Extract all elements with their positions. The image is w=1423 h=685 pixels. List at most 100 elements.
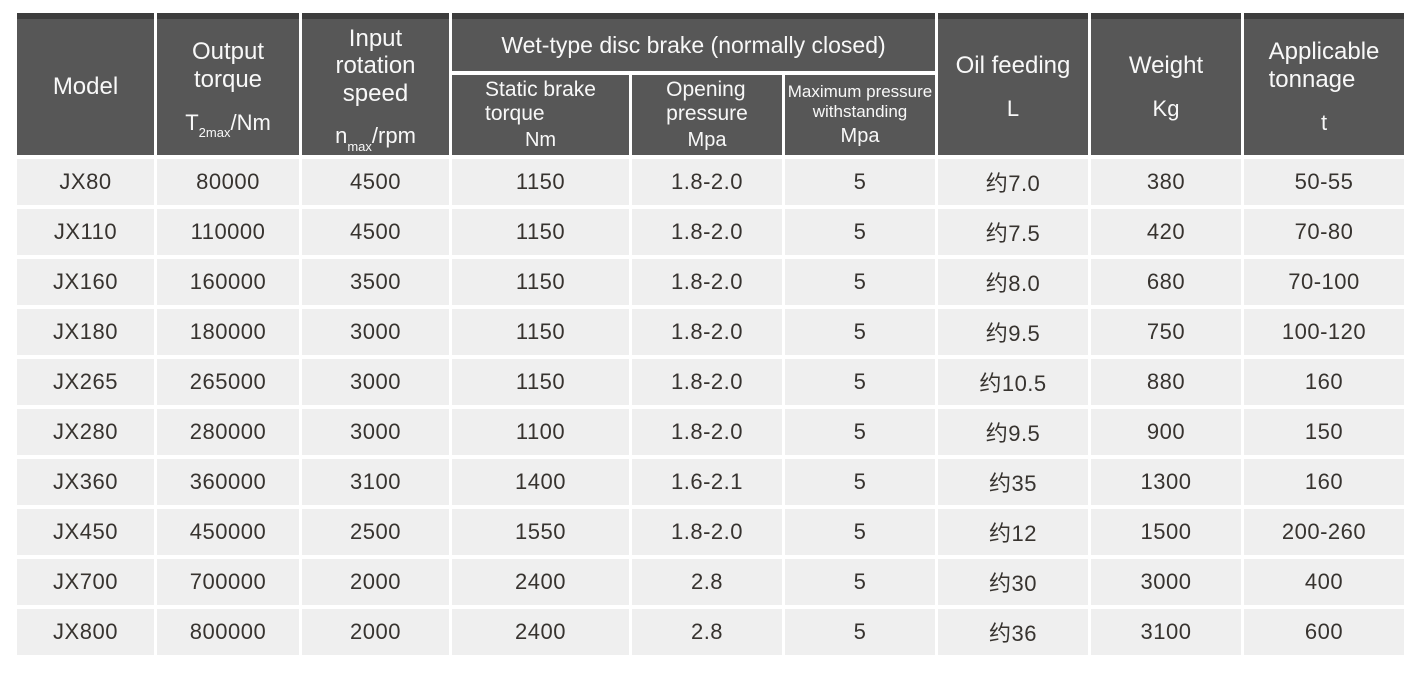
weight-unit: Kg bbox=[1152, 95, 1180, 121]
cell-opening-pressure: 1.6-2.1 bbox=[632, 459, 782, 505]
cell-output-torque: 280000 bbox=[157, 409, 299, 455]
cell-output-torque: 800000 bbox=[157, 609, 299, 655]
cell-input-rotation-speed: 3000 bbox=[302, 359, 449, 405]
cell-static-brake-torque: 1400 bbox=[452, 459, 629, 505]
cell-input-rotation-speed: 4500 bbox=[302, 159, 449, 205]
col-header-oil-feeding: Oil feeding L bbox=[938, 13, 1088, 155]
cell-applicable-tonnage: 100-120 bbox=[1244, 309, 1404, 355]
cell-applicable-tonnage: 160 bbox=[1244, 459, 1404, 505]
cell-max-pressure-withstanding: 5 bbox=[785, 209, 935, 255]
cell-weight: 3100 bbox=[1091, 609, 1241, 655]
cell-max-pressure-withstanding: 5 bbox=[785, 409, 935, 455]
cell-opening-pressure: 2.8 bbox=[632, 609, 782, 655]
table-row: JX180 180000 3000 1150 1.8-2.0 5 约9.5 750 100-12… bbox=[17, 309, 1404, 355]
output-torque-unit: T2max/Nm bbox=[157, 109, 299, 139]
cell-input-rotation-speed: 2000 bbox=[302, 609, 449, 655]
cell-output-torque: 80000 bbox=[157, 159, 299, 205]
cell-static-brake-torque: 1550 bbox=[452, 509, 629, 555]
cell-opening-pressure: 1.8-2.0 bbox=[632, 359, 782, 405]
cell-output-torque: 360000 bbox=[157, 459, 299, 505]
cell-input-rotation-speed: 3100 bbox=[302, 459, 449, 505]
cell-static-brake-torque: 2400 bbox=[452, 559, 629, 605]
cell-opening-pressure: 1.8-2.0 bbox=[632, 259, 782, 305]
cell-oil-feeding: 约36 bbox=[938, 609, 1088, 655]
input-speed-unit: nmax/rpm bbox=[302, 123, 449, 152]
cell-oil-feeding: 约10.5 bbox=[938, 359, 1088, 405]
output-torque-label: Output torque bbox=[191, 38, 265, 93]
col-header-output-torque: Output torque T2max/Nm bbox=[157, 13, 299, 155]
cell-max-pressure-withstanding: 5 bbox=[785, 509, 935, 555]
cell-oil-feeding: 约7.5 bbox=[938, 209, 1088, 255]
cell-static-brake-torque: 1150 bbox=[452, 309, 629, 355]
col-header-static-brake-torque: Static brake torque Nm bbox=[452, 75, 629, 155]
cell-applicable-tonnage: 600 bbox=[1244, 609, 1404, 655]
table-row: JX360 360000 3100 1400 1.6-2.1 5 约35 1300 160 bbox=[17, 459, 1404, 505]
cell-oil-feeding: 约7.0 bbox=[938, 159, 1088, 205]
cell-applicable-tonnage: 50-55 bbox=[1244, 159, 1404, 205]
static-brake-label: Static brake torque bbox=[452, 78, 629, 125]
cell-oil-feeding: 约8.0 bbox=[938, 259, 1088, 305]
cell-max-pressure-withstanding: 5 bbox=[785, 259, 935, 305]
cell-applicable-tonnage: 70-100 bbox=[1244, 259, 1404, 305]
cell-input-rotation-speed: 2500 bbox=[302, 509, 449, 555]
cell-static-brake-torque: 2400 bbox=[452, 609, 629, 655]
cell-opening-pressure: 1.8-2.0 bbox=[632, 209, 782, 255]
cell-output-torque: 700000 bbox=[157, 559, 299, 605]
cell-output-torque: 160000 bbox=[157, 259, 299, 305]
static-brake-label-text: Static brake torque bbox=[485, 78, 596, 125]
col-header-weight: Weight Kg bbox=[1091, 13, 1241, 155]
table-row: JX160 160000 3500 1150 1.8-2.0 5 约8.0 680 70-100 bbox=[17, 259, 1404, 305]
tonnage-unit: t bbox=[1320, 109, 1328, 135]
cell-input-rotation-speed: 3000 bbox=[302, 409, 449, 455]
tonnage-label-text: Applicable tonnage bbox=[1268, 38, 1380, 93]
cell-weight: 1300 bbox=[1091, 459, 1241, 505]
cell-output-torque: 110000 bbox=[157, 209, 299, 255]
cell-max-pressure-withstanding: 5 bbox=[785, 609, 935, 655]
cell-model: JX700 bbox=[17, 559, 154, 605]
cell-max-pressure-withstanding: 5 bbox=[785, 159, 935, 205]
cell-model: JX180 bbox=[17, 309, 154, 355]
table-body: JX80 80000 4500 1150 1.8-2.0 5 约7.0 380 50-55 JX1… bbox=[17, 159, 1404, 655]
col-header-max-pressure-withstanding: Maximum pressure withstanding Mpa bbox=[785, 75, 935, 155]
table-row: JX800 800000 2000 2400 2.8 5 约36 3100 600 bbox=[17, 609, 1404, 655]
table-row: JX700 700000 2000 2400 2.8 5 约30 3000 400 bbox=[17, 559, 1404, 605]
unit-tail: /rpm bbox=[371, 123, 416, 149]
cell-weight: 900 bbox=[1091, 409, 1241, 455]
weight-label: Weight bbox=[1128, 52, 1204, 80]
cell-applicable-tonnage: 160 bbox=[1244, 359, 1404, 405]
cell-applicable-tonnage: 400 bbox=[1244, 559, 1404, 605]
cell-oil-feeding: 约35 bbox=[938, 459, 1088, 505]
cell-model: JX265 bbox=[17, 359, 154, 405]
table-row: JX110 110000 4500 1150 1.8-2.0 5 约7.5 420 70-80 bbox=[17, 209, 1404, 255]
unit-tail: /Nm bbox=[230, 109, 271, 135]
cell-weight: 680 bbox=[1091, 259, 1241, 305]
cell-weight: 750 bbox=[1091, 309, 1241, 355]
cell-weight: 380 bbox=[1091, 159, 1241, 205]
cell-model: JX160 bbox=[17, 259, 154, 305]
unit-subscript: max bbox=[347, 138, 372, 154]
cell-max-pressure-withstanding: 5 bbox=[785, 359, 935, 405]
cell-opening-pressure: 2.8 bbox=[632, 559, 782, 605]
unit-symbol: n bbox=[335, 123, 348, 149]
max-pressure-label: Maximum pressure withstanding bbox=[787, 81, 933, 121]
col-header-applicable-tonnage: Applicable tonnage t bbox=[1244, 13, 1404, 155]
table-row: JX265 265000 3000 1150 1.8-2.0 5 约10.5 880 160 bbox=[17, 359, 1404, 405]
col-header-input-rotation-speed: Input rotation speed nmax/rpm bbox=[302, 13, 449, 155]
table-row: JX450 450000 2500 1550 1.8-2.0 5 约12 1500 200-26… bbox=[17, 509, 1404, 555]
cell-static-brake-torque: 1150 bbox=[452, 359, 629, 405]
cell-applicable-tonnage: 70-80 bbox=[1244, 209, 1404, 255]
col-header-model: Model bbox=[17, 13, 154, 155]
cell-input-rotation-speed: 3000 bbox=[302, 309, 449, 355]
opening-pressure-label: Opening pressure bbox=[632, 78, 782, 125]
oil-feeding-unit: L bbox=[1006, 95, 1020, 121]
cell-model: JX360 bbox=[17, 459, 154, 505]
cell-model: JX450 bbox=[17, 509, 154, 555]
cell-static-brake-torque: 1150 bbox=[452, 209, 629, 255]
cell-opening-pressure: 1.8-2.0 bbox=[632, 509, 782, 555]
cell-output-torque: 265000 bbox=[157, 359, 299, 405]
col-header-opening-pressure: Opening pressure Mpa bbox=[632, 75, 782, 155]
cell-weight: 1500 bbox=[1091, 509, 1241, 555]
cell-applicable-tonnage: 200-260 bbox=[1244, 509, 1404, 555]
tonnage-label: Applicable tonnage bbox=[1244, 38, 1404, 93]
